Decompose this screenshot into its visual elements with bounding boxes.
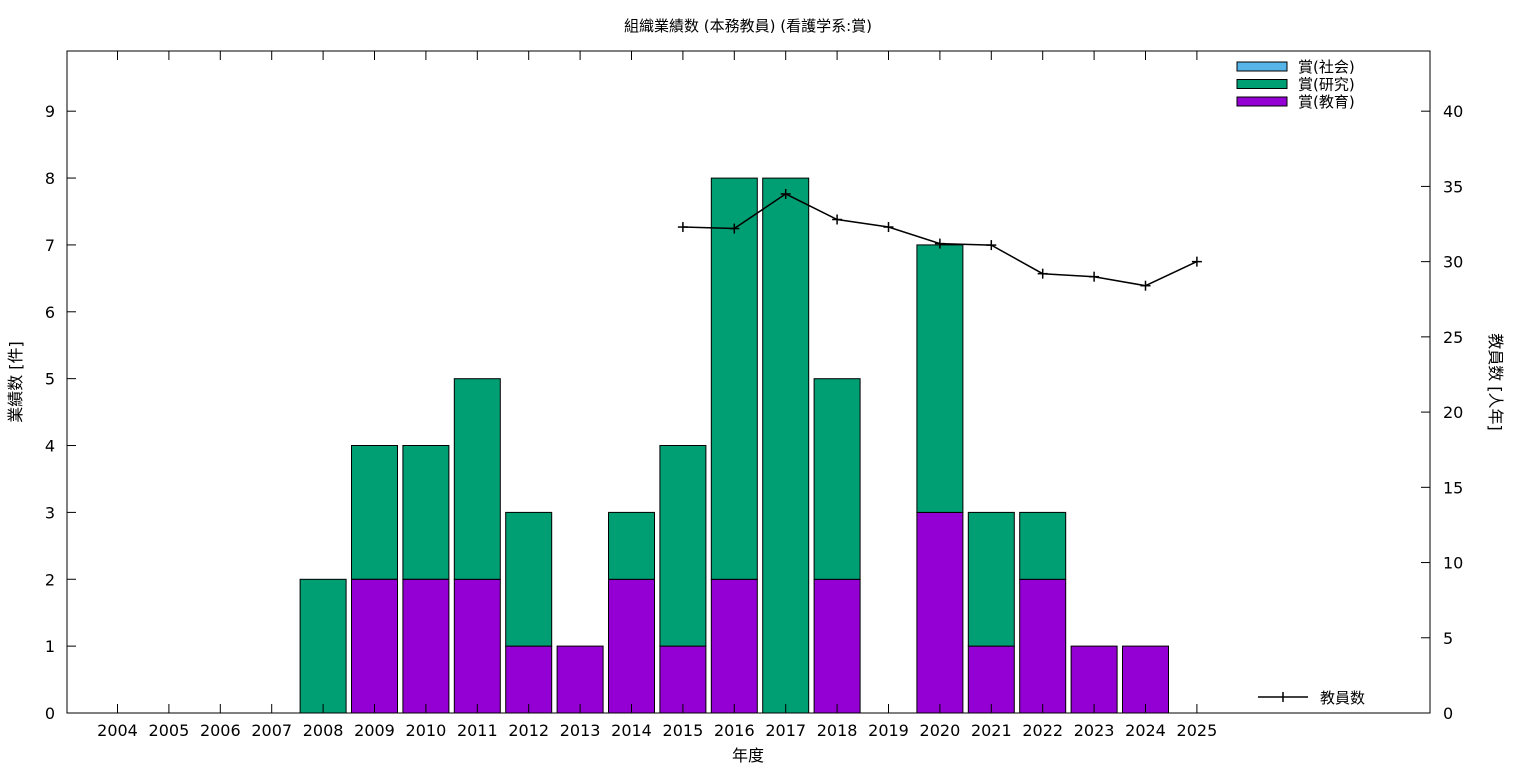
x-tick-label-2023: 2023 (1074, 721, 1115, 740)
y-tick-label-0: 0 (45, 704, 55, 723)
bar-2010-series-1 (402, 445, 450, 580)
x-tick-label-2007: 2007 (251, 721, 292, 740)
bar-2024-series-0 (1122, 645, 1169, 714)
bar-2016-series-0 (710, 578, 758, 714)
bar-2021-series-1 (967, 511, 1015, 647)
point-2018 (832, 214, 843, 225)
bar-2022-series-1 (1019, 511, 1067, 580)
bar-2015-series-0 (659, 645, 707, 714)
point-2020 (934, 238, 945, 249)
x-tick-label-2009: 2009 (354, 721, 395, 740)
legend-item-1: 賞(研究) (1236, 76, 1355, 94)
x-tick-label-2024: 2024 (1125, 721, 1166, 740)
legend-swatch-1 (1236, 79, 1288, 89)
y2-axis-title: 教員数 [人年] (1486, 333, 1505, 431)
point-2017 (780, 188, 791, 199)
point-2024 (1140, 280, 1151, 291)
point-2016 (729, 223, 740, 234)
point-2021 (986, 240, 997, 251)
y2-tick-label-15: 15 (1443, 478, 1463, 497)
bar-2014-series-1 (608, 511, 655, 580)
bar-2008-series-1 (299, 578, 347, 714)
bar-2009-series-1 (351, 445, 398, 580)
x-tick-label-2018: 2018 (817, 721, 858, 740)
bar-2017-series-1 (762, 177, 810, 714)
x-tick-label-2020: 2020 (920, 721, 961, 740)
x-tick-label-2011: 2011 (457, 721, 498, 740)
bar-2009-series-0 (351, 578, 398, 714)
bar-2015-series-1 (659, 445, 707, 647)
y2-tick-label-10: 10 (1443, 554, 1463, 573)
y2-tick-label-20: 20 (1443, 403, 1463, 422)
y2-tick-label-40: 40 (1443, 102, 1463, 121)
point-2019 (883, 222, 894, 233)
legend-item-0: 賞(教育) (1236, 93, 1355, 111)
legend: 賞(社会)賞(研究)賞(教育) 教員数 (1236, 58, 1365, 707)
y-tick-label-8: 8 (45, 169, 55, 188)
y2-tick-label-35: 35 (1443, 177, 1463, 196)
x-tick-label-2006: 2006 (200, 721, 241, 740)
y-tick-label-4: 4 (45, 437, 55, 456)
bar-2020-series-1 (916, 244, 964, 513)
x-tick-label-2021: 2021 (971, 721, 1012, 740)
bar-2013-series-0 (556, 645, 604, 714)
x-tick-label-2014: 2014 (611, 721, 652, 740)
point-2015 (677, 222, 688, 233)
y-axis-title: 業績数 [件] (6, 341, 25, 423)
x-tick-label-2025: 2025 (1177, 721, 1218, 740)
legend-item-2: 賞(社会) (1236, 58, 1355, 76)
bar-2012-series-1 (505, 511, 553, 647)
x-axis-title: 年度 (732, 746, 764, 765)
bar-2018-series-1 (813, 378, 861, 580)
x-tick-label-2013: 2013 (560, 721, 601, 740)
point-2025 (1191, 256, 1202, 267)
plot-frame (66, 50, 1431, 714)
x-tick-label-2005: 2005 (149, 721, 190, 740)
x-tick-label-2017: 2017 (765, 721, 806, 740)
y-tick-label-9: 9 (45, 102, 55, 121)
x-tick-label-2008: 2008 (303, 721, 344, 740)
legend-swatch-2 (1236, 61, 1288, 72)
y2-tick-label-25: 25 (1443, 328, 1463, 347)
x-tick-label-2012: 2012 (508, 721, 549, 740)
y-tick-label-2: 2 (45, 570, 55, 589)
x-tick-label-2004: 2004 (97, 721, 138, 740)
y-tick-label-6: 6 (45, 303, 55, 322)
bar-2016-series-1 (710, 177, 758, 580)
y-tick-label-3: 3 (45, 503, 55, 522)
x-tick-label-2019: 2019 (868, 721, 909, 740)
y-tick-label-5: 5 (45, 370, 55, 389)
legend-label-1: 賞(研究) (1298, 76, 1355, 94)
bar-2011-series-1 (453, 378, 501, 580)
y2-tick-label-30: 30 (1443, 253, 1463, 272)
bar-2021-series-0 (967, 645, 1015, 714)
bar-2018-series-0 (813, 578, 861, 714)
x-tick-label-2016: 2016 (714, 721, 755, 740)
bar-2010-series-0 (402, 578, 450, 714)
legend-label-line: 教員数 (1320, 689, 1365, 707)
bar-2020-series-0 (916, 511, 964, 714)
x-tick-label-2022: 2022 (1022, 721, 1063, 740)
y-tick-label-1: 1 (45, 637, 55, 656)
y2-tick-label-5: 5 (1443, 629, 1453, 648)
plot-area (299, 177, 1202, 714)
legend-label-0: 賞(教育) (1298, 93, 1355, 111)
bar-2011-series-0 (453, 578, 501, 714)
bar-2022-series-0 (1019, 578, 1067, 714)
point-2023 (1089, 271, 1100, 282)
x-tick-label-2010: 2010 (406, 721, 447, 740)
bar-2023-series-0 (1070, 645, 1118, 714)
bar-2014-series-0 (608, 578, 655, 714)
bar-2012-series-0 (505, 645, 553, 714)
point-2022 (1037, 268, 1048, 279)
y-tick-label-7: 7 (45, 236, 55, 255)
y2-tick-label-0: 0 (1443, 704, 1453, 723)
x-tick-label-2015: 2015 (663, 721, 704, 740)
legend-swatch-0 (1236, 96, 1288, 107)
chart-title: 組織業績数 (本務教員) (看護学系:賞) (624, 17, 872, 35)
legend-item-line: 教員数 (1258, 689, 1365, 707)
legend-label-2: 賞(社会) (1298, 58, 1355, 76)
